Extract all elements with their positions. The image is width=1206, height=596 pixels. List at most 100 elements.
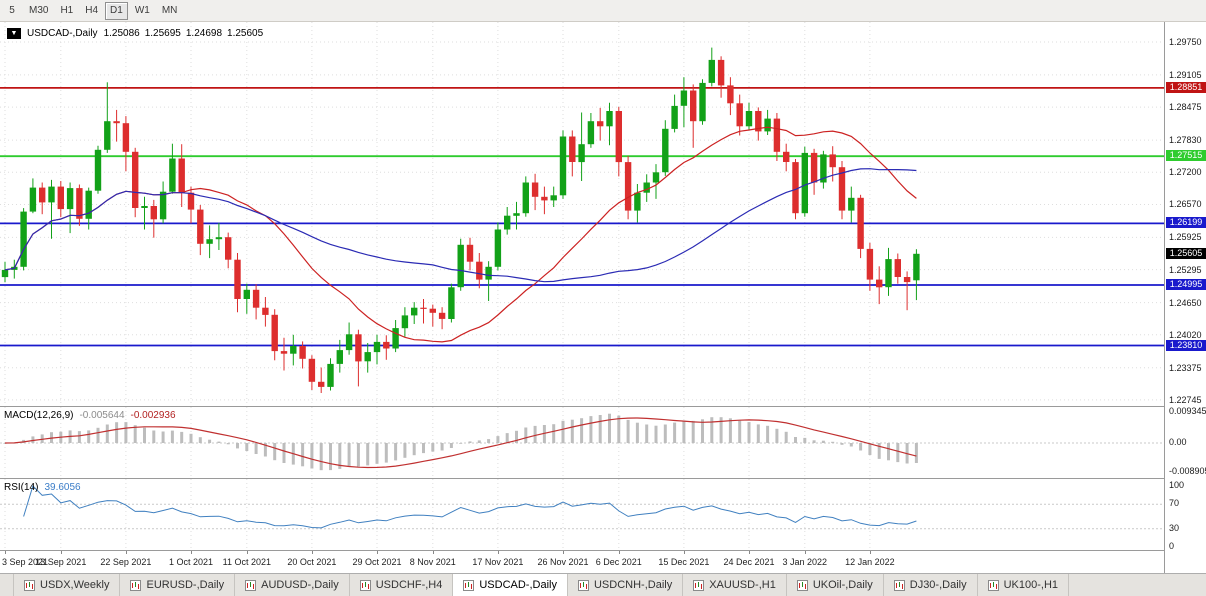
chart-dropdown-button[interactable]: ▼ xyxy=(7,28,21,39)
date-tick-label: 29 Oct 2021 xyxy=(352,557,402,567)
timeframe-button-w1[interactable]: W1 xyxy=(130,2,155,20)
date-tick-mark xyxy=(749,551,750,554)
chart-tab-usdcad[interactable]: USDCAD-,Daily xyxy=(453,574,568,596)
level-price-label: 1.28851 xyxy=(1166,81,1206,93)
date-tick-mark xyxy=(683,551,685,554)
price-tick-label: 1.25295 xyxy=(1169,264,1202,275)
date-tick-mark xyxy=(618,551,620,554)
price-tick-label: 1.27200 xyxy=(1169,167,1202,178)
open-value: 1.25086 xyxy=(103,28,140,39)
macd-axis-label: 0.009345 xyxy=(1169,406,1206,417)
macd-panel-separator xyxy=(0,406,1206,407)
rsi-panel[interactable] xyxy=(0,479,1164,550)
level-price-label: 1.24995 xyxy=(1166,278,1206,290)
rsi-axis-label: 70 xyxy=(1169,498,1180,509)
date-tick-label: 12 Jan 2022 xyxy=(845,557,895,567)
price-tick-label: 1.22745 xyxy=(1169,394,1202,405)
date-tick-label: 11 Oct 2021 xyxy=(222,557,271,567)
time-axis: 3 Sep 2021 13 Sep 2021 22 Sep 2021 1 Oct 20… xyxy=(0,550,1164,573)
timeframe-button-mn[interactable]: MN xyxy=(157,2,183,20)
date-tick-label: 3 Jan 2022 xyxy=(782,557,828,567)
symbol-period-label: USDCAD-,Daily xyxy=(27,28,98,39)
date-tick-label: 8 Nov 2021 xyxy=(409,557,456,567)
rsi-axis-label: 30 xyxy=(1169,522,1180,533)
mini-chart-icon xyxy=(24,579,35,591)
date-tick-label: 24 Dec 2021 xyxy=(723,557,775,567)
current-price-label: 1.25605 xyxy=(1166,247,1206,259)
mini-chart-icon xyxy=(245,579,257,591)
macd-label: MACD(12,26,9) -0.005644 -0.002936 xyxy=(4,410,176,421)
chart-tab-audusd[interactable]: AUDUSD-,Daily xyxy=(235,574,350,596)
mini-chart-icon xyxy=(893,579,905,591)
chart-area: ▼ USDCAD-,Daily 1.25086 1.25695 1.24698 … xyxy=(0,22,1206,550)
chart-tab-usdx[interactable]: USDX,Weekly xyxy=(14,574,121,596)
mini-chart-icon xyxy=(463,579,475,591)
chart-tab-eurusd[interactable]: EURUSD-,Daily xyxy=(120,574,236,596)
tab-label: XAUUSD-,H1 xyxy=(709,579,776,591)
timeframe-toolbar: 5 M30 H1 H4 D1 W1 MN xyxy=(0,0,1206,22)
mini-chart-icon xyxy=(796,579,808,591)
level-price-label: 1.26199 xyxy=(1166,217,1206,229)
date-tick-mark xyxy=(869,551,871,554)
date-tick-mark xyxy=(432,551,434,554)
timeframe-button-d1[interactable]: D1 xyxy=(105,1,128,20)
macd-panel[interactable] xyxy=(0,407,1164,478)
price-tick-label: 1.26570 xyxy=(1169,199,1202,210)
date-tick-label: 13 Sep 2021 xyxy=(35,557,87,567)
date-tick-mark xyxy=(246,551,248,554)
chart-tabbar: USDX,Weekly EURUSD-,Daily AUDUSD-,Daily USD… xyxy=(0,573,1206,596)
chart-tab-dj30[interactable]: DJ30-,Daily xyxy=(883,574,978,596)
date-tick-label: 22 Sep 2021 xyxy=(100,557,152,567)
rsi-axis-label: 100 xyxy=(1169,480,1185,490)
level-price-label: 1.23810 xyxy=(1166,339,1206,351)
price-axis: 1.29750 1.29105 1.28475 1.27830 1.27200 1.265… xyxy=(1164,22,1206,573)
tab-label: USDCNH-,Daily xyxy=(593,579,673,591)
chart-tab-xauusd[interactable]: XAUUSD-,H1 xyxy=(683,574,787,596)
high-value: 1.25695 xyxy=(144,28,181,39)
chart-tab-usdchf[interactable]: USDCHF-,H4 xyxy=(349,574,454,596)
date-tick-label: 20 Oct 2021 xyxy=(287,557,337,567)
price-chart[interactable] xyxy=(0,22,1164,406)
tab-label: UK100-,H1 xyxy=(1003,579,1059,591)
date-tick-label: 3 Sep 2021 xyxy=(2,557,49,567)
timeframe-button-5[interactable]: 5 xyxy=(2,2,22,20)
price-tick-label: 1.24020 xyxy=(1169,329,1202,340)
rsi-panel-separator xyxy=(0,478,1206,479)
timeframe-button-m30[interactable]: M30 xyxy=(24,2,53,20)
price-tick-label: 1.27830 xyxy=(1169,135,1202,146)
date-tick-mark xyxy=(804,551,806,554)
chart-tab-uk100[interactable]: UK100-,H1 xyxy=(977,574,1070,596)
date-tick-label: 6 Dec 2021 xyxy=(595,557,642,567)
price-tick-label: 1.24650 xyxy=(1169,297,1202,308)
mini-chart-icon xyxy=(577,579,589,591)
price-tick-label: 1.29750 xyxy=(1169,36,1202,47)
macd-main-value: -0.005644 xyxy=(79,410,125,421)
macd-title: MACD(12,26,9) xyxy=(4,410,74,421)
macd-axis-label: -0.008905 xyxy=(1169,466,1206,477)
tab-label: EURUSD-,Daily xyxy=(146,579,225,591)
price-tick-label: 1.23375 xyxy=(1169,362,1202,373)
macd-axis-label: 0.00 xyxy=(1169,437,1187,447)
date-tick-mark xyxy=(191,551,192,554)
date-tick-mark xyxy=(311,551,313,554)
tab-label: AUDUSD-,Daily xyxy=(261,579,339,591)
tab-label: USDCAD-,Daily xyxy=(479,579,557,591)
rsi-title: RSI(14) xyxy=(4,482,39,493)
chart-tab-usdcnh[interactable]: USDCNH-,Daily xyxy=(567,574,684,596)
price-tick-label: 1.25925 xyxy=(1169,232,1202,243)
level-price-label: 1.27515 xyxy=(1166,150,1206,162)
timeframe-button-h1[interactable]: H1 xyxy=(55,2,78,20)
low-value: 1.24698 xyxy=(185,28,223,39)
rsi-value: 39.6056 xyxy=(44,482,81,493)
price-tick-label: 1.28475 xyxy=(1169,102,1202,113)
tab-label: DJ30-,Daily xyxy=(909,579,967,591)
date-tick-label: 1 Oct 2021 xyxy=(168,557,214,567)
tab-label: USDCHF-,H4 xyxy=(375,579,443,591)
chart-tab-ukoil[interactable]: UKOil-,Daily xyxy=(786,574,884,596)
mini-chart-icon xyxy=(130,579,142,591)
date-tick-label: 17 Nov 2021 xyxy=(472,557,524,567)
mini-chart-icon xyxy=(987,579,999,591)
timeframe-button-h4[interactable]: H4 xyxy=(80,2,103,20)
date-tick-mark xyxy=(60,551,62,554)
date-tick-label: 26 Nov 2021 xyxy=(537,557,589,567)
